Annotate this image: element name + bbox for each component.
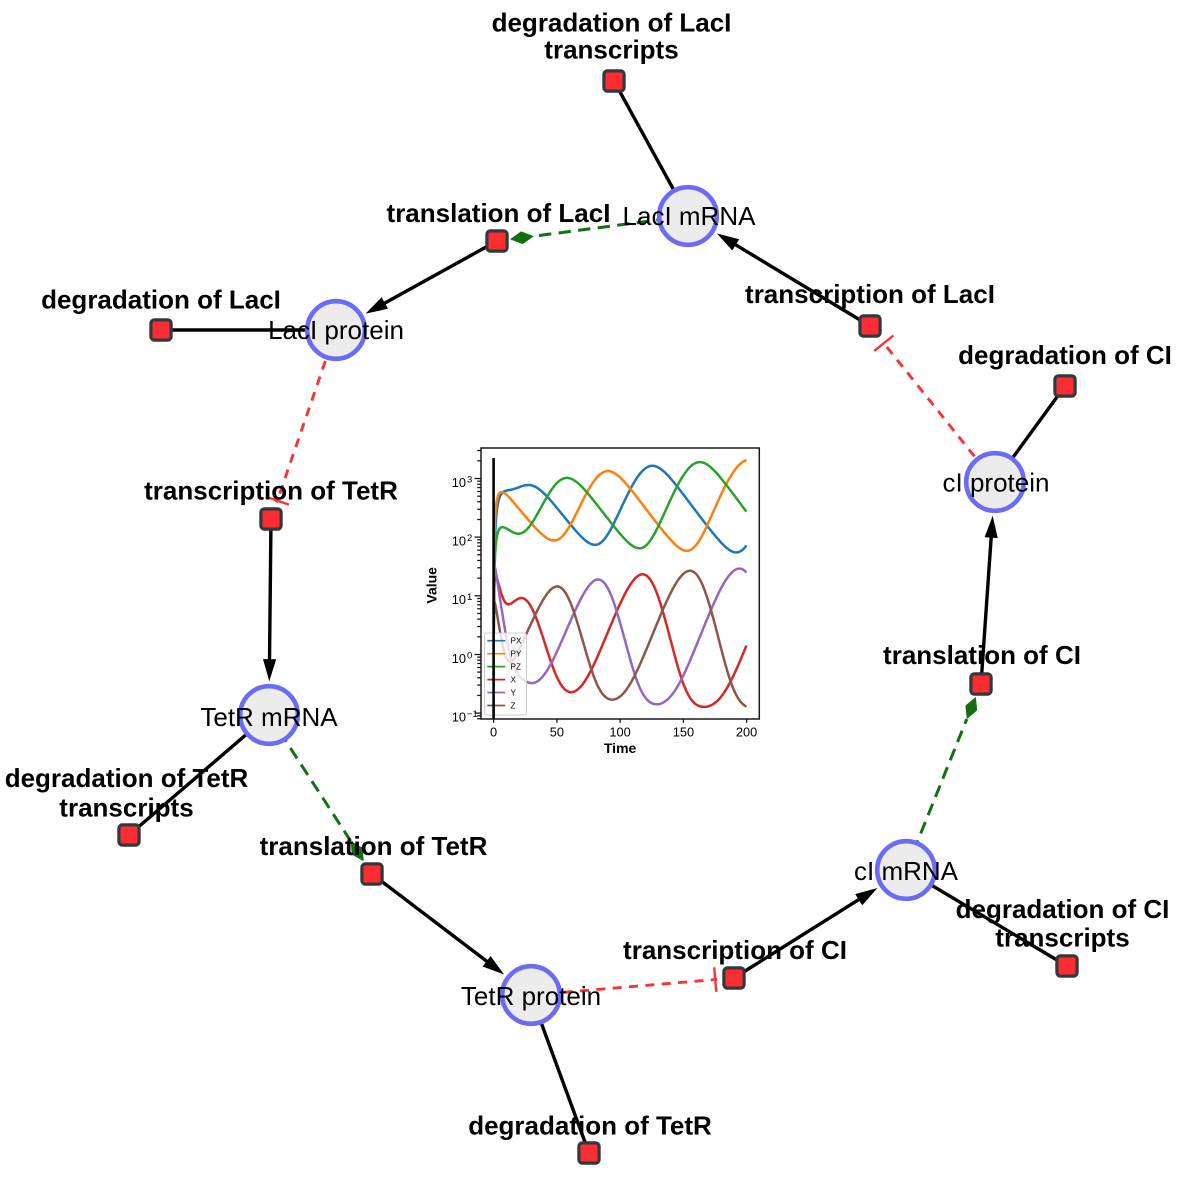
svg-text:TetR protein: TetR protein (461, 981, 601, 1011)
svg-text:100: 100 (609, 725, 630, 740)
svg-text:1: 1 (467, 592, 472, 603)
svg-text:50: 50 (550, 725, 564, 740)
svg-text:Time: Time (604, 740, 637, 756)
svg-text:PX: PX (511, 637, 522, 646)
svg-text:10: 10 (452, 533, 466, 548)
svg-text:transcripts: transcripts (544, 34, 678, 64)
svg-text:LacI mRNA: LacI mRNA (623, 201, 757, 231)
svg-text:−1: −1 (467, 709, 478, 720)
svg-text:degradation of CI: degradation of CI (956, 894, 1170, 924)
svg-text:10: 10 (452, 709, 466, 724)
svg-text:degradation of TetR: degradation of TetR (468, 1111, 712, 1141)
svg-text:0: 0 (467, 651, 472, 662)
svg-text:200: 200 (736, 725, 757, 740)
svg-text:Y: Y (511, 689, 517, 698)
svg-text:transcripts: transcripts (59, 792, 193, 822)
svg-text:transcripts: transcripts (995, 923, 1129, 953)
svg-text:PZ: PZ (511, 663, 521, 672)
svg-text:cI mRNA: cI mRNA (854, 856, 959, 886)
svg-text:translation of LacI: translation of LacI (387, 198, 611, 228)
svg-text:degradation of LacI: degradation of LacI (41, 285, 281, 315)
svg-text:TetR mRNA: TetR mRNA (200, 702, 338, 732)
svg-text:2: 2 (467, 533, 472, 544)
svg-text:X: X (511, 676, 517, 685)
svg-text:transcription of CI: transcription of CI (623, 935, 847, 965)
svg-text:Z: Z (511, 702, 516, 711)
svg-text:translation of CI: translation of CI (883, 640, 1081, 670)
svg-text:0: 0 (490, 725, 497, 740)
svg-text:transcription of TetR: transcription of TetR (144, 476, 398, 506)
svg-text:10: 10 (452, 651, 466, 666)
svg-text:3: 3 (467, 475, 472, 486)
svg-text:Value: Value (423, 567, 439, 604)
svg-text:cI protein: cI protein (943, 468, 1050, 498)
svg-text:translation of TetR: translation of TetR (260, 831, 488, 861)
svg-text:LacI protein: LacI protein (268, 315, 404, 345)
svg-text:degradation of LacI: degradation of LacI (492, 8, 732, 38)
svg-text:degradation of TetR: degradation of TetR (5, 763, 249, 793)
svg-text:transcription of LacI: transcription of LacI (745, 279, 995, 309)
svg-text:10: 10 (452, 592, 466, 607)
svg-text:degradation of CI: degradation of CI (958, 340, 1172, 370)
svg-text:PY: PY (511, 650, 522, 659)
svg-text:150: 150 (673, 725, 694, 740)
svg-text:10: 10 (452, 475, 466, 490)
